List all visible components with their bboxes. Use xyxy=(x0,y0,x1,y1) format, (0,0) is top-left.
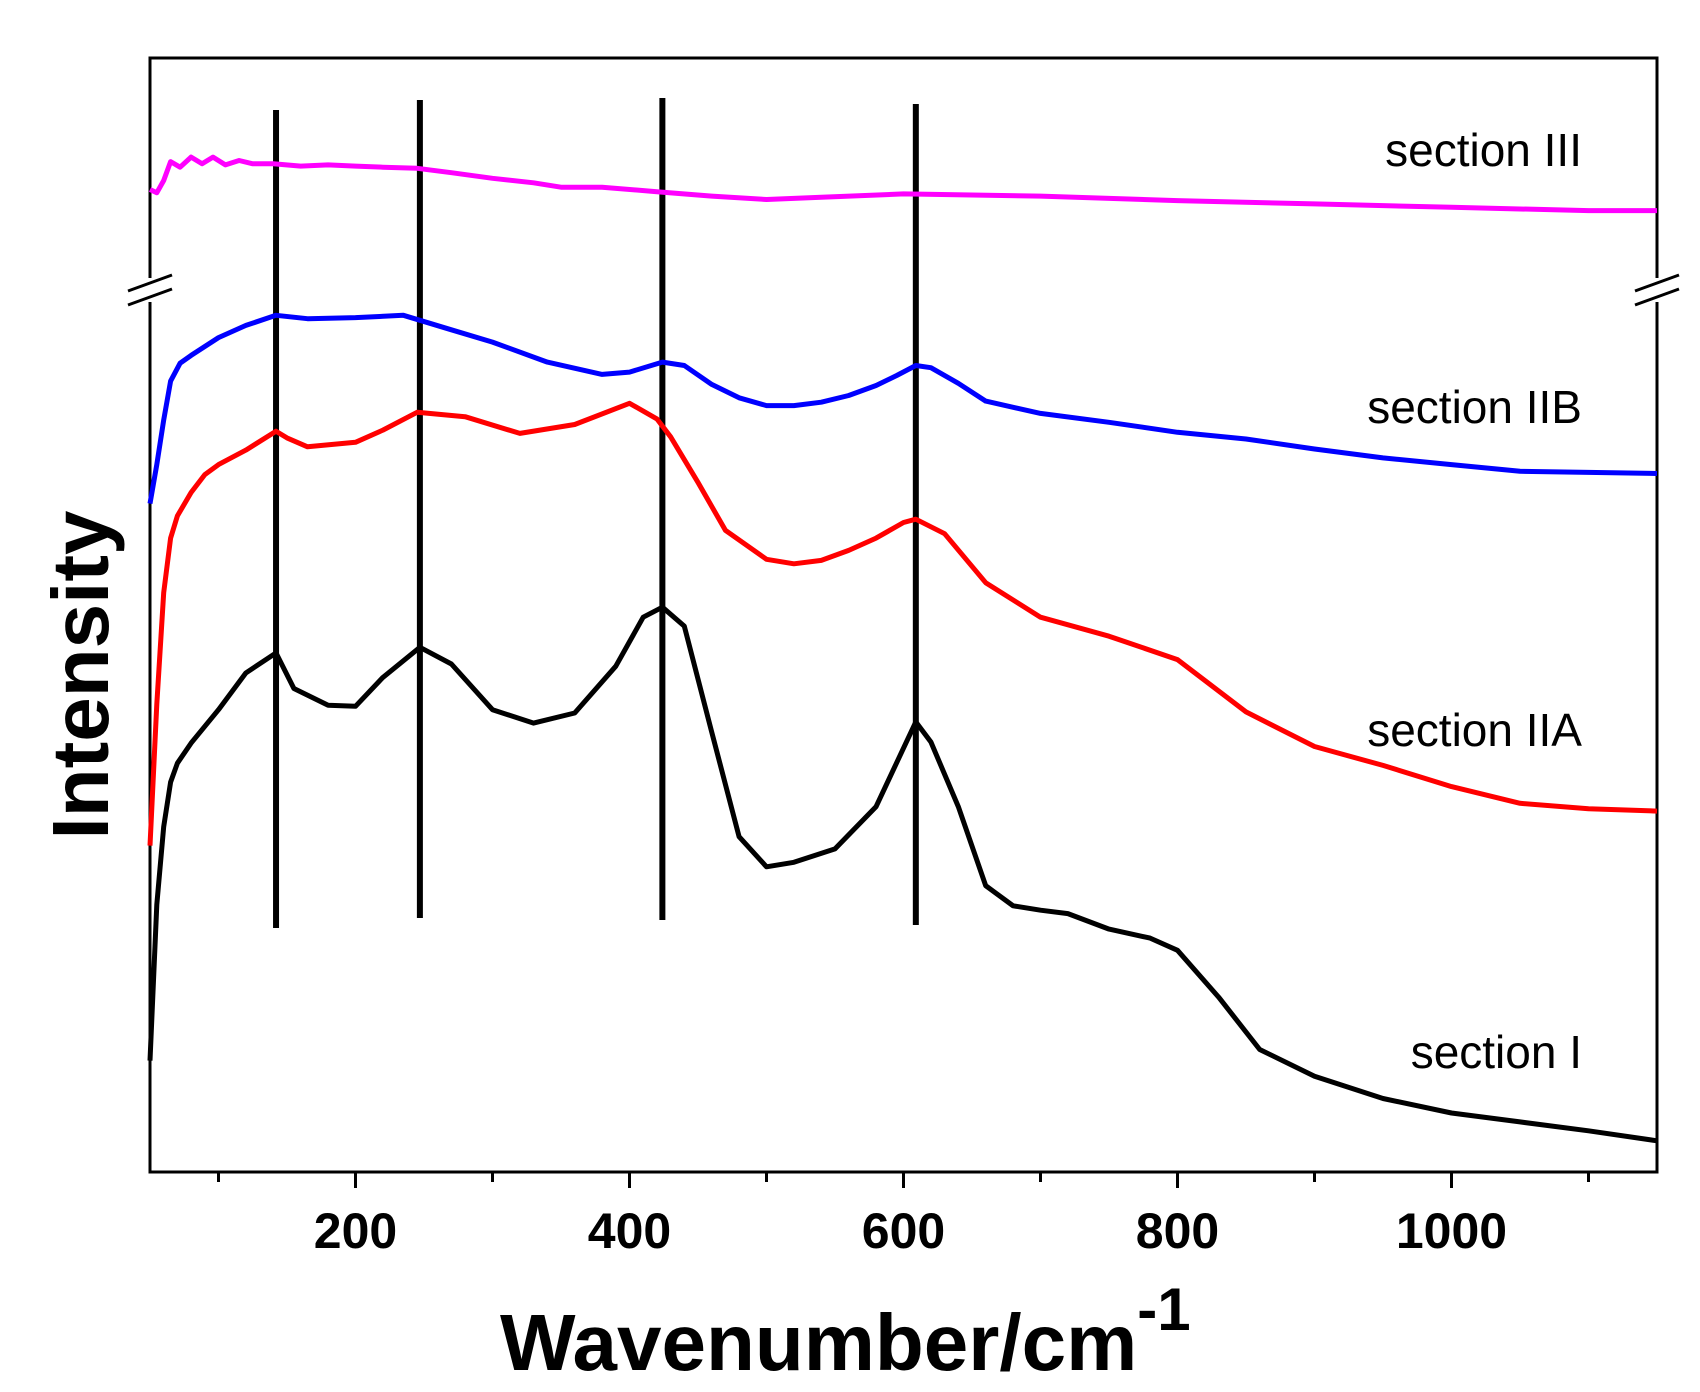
series-line-section-i xyxy=(147,604,1658,1144)
x-tick-label-200: 200 xyxy=(314,1203,397,1259)
x-tick-label-1000: 1000 xyxy=(1396,1203,1507,1259)
axis-break-slash-right-2 xyxy=(1634,287,1680,307)
series-label-section-iib: section IIB xyxy=(1367,381,1582,433)
x-tick-label-800: 800 xyxy=(1136,1203,1219,1259)
axis-break-slash-right-1 xyxy=(1634,273,1680,293)
x-axis-title-superscript: -1 xyxy=(1137,1276,1190,1343)
series-line-section-iii xyxy=(148,154,1657,214)
x-tick-label-600: 600 xyxy=(862,1203,945,1259)
series-labels: section III section IIB section IIA section… xyxy=(1367,124,1582,1078)
x-tick-label-400: 400 xyxy=(588,1203,671,1259)
axis-break-slash-left-2 xyxy=(127,287,173,307)
axis-break-marks xyxy=(127,273,1680,307)
series-line-section-iib xyxy=(147,312,1658,505)
y-axis-title: Intensity xyxy=(36,510,125,839)
x-axis-title: Wavenumber/cm-1 xyxy=(500,1276,1191,1387)
x-axis-title-text: Wavenumber/cm xyxy=(500,1298,1137,1387)
spectrum-series xyxy=(147,154,1658,1144)
axis-break-slash-left-1 xyxy=(127,273,173,293)
series-label-section-iii: section III xyxy=(1385,124,1582,176)
series-line-section-iia xyxy=(147,400,1658,846)
reference-lines xyxy=(273,98,919,928)
plot-border xyxy=(148,56,1659,1174)
plot-frame xyxy=(148,56,1659,1174)
series-label-section-i: section I xyxy=(1411,1026,1582,1078)
series-label-section-iia: section IIA xyxy=(1367,704,1582,756)
x-axis-ticks: 200 400 600 800 1000 xyxy=(217,1172,1590,1259)
